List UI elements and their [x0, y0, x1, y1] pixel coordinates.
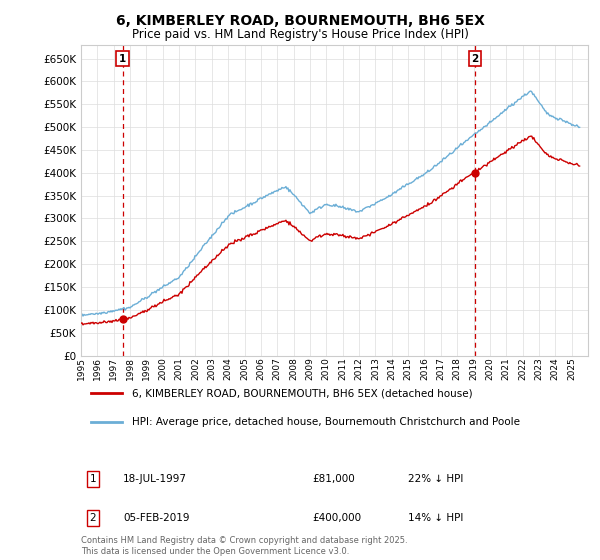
Text: 22% ↓ HPI: 22% ↓ HPI [408, 474, 463, 484]
Text: £81,000: £81,000 [312, 474, 355, 484]
Text: £400,000: £400,000 [312, 513, 361, 523]
Text: Price paid vs. HM Land Registry's House Price Index (HPI): Price paid vs. HM Land Registry's House … [131, 28, 469, 41]
Text: 05-FEB-2019: 05-FEB-2019 [123, 513, 190, 523]
Text: 6, KIMBERLEY ROAD, BOURNEMOUTH, BH6 5EX (detached house): 6, KIMBERLEY ROAD, BOURNEMOUTH, BH6 5EX … [132, 388, 472, 398]
Text: Contains HM Land Registry data © Crown copyright and database right 2025.
This d: Contains HM Land Registry data © Crown c… [81, 536, 407, 556]
Text: HPI: Average price, detached house, Bournemouth Christchurch and Poole: HPI: Average price, detached house, Bour… [132, 417, 520, 427]
Text: 2: 2 [89, 513, 97, 523]
Text: 18-JUL-1997: 18-JUL-1997 [123, 474, 187, 484]
Text: 6, KIMBERLEY ROAD, BOURNEMOUTH, BH6 5EX: 6, KIMBERLEY ROAD, BOURNEMOUTH, BH6 5EX [116, 14, 484, 28]
Text: 1: 1 [119, 54, 126, 63]
Text: 14% ↓ HPI: 14% ↓ HPI [408, 513, 463, 523]
Text: 2: 2 [472, 54, 479, 63]
Text: 1: 1 [89, 474, 97, 484]
